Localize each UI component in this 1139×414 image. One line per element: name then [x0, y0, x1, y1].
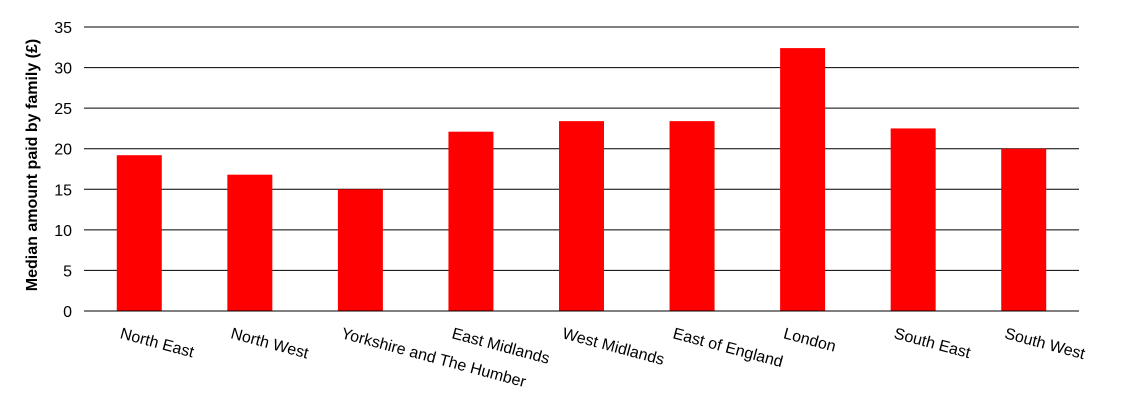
- bars: [116, 48, 1047, 312]
- bar-north-west: [227, 174, 273, 311]
- bar-west-midlands: [559, 121, 604, 311]
- y-tick-label: 35: [54, 20, 72, 37]
- x-category-label: North East: [118, 325, 196, 361]
- y-tick-label: 5: [63, 263, 72, 280]
- x-category-label: South East: [892, 325, 973, 362]
- bar-north-east: [116, 155, 162, 311]
- x-category-label: East of England: [671, 325, 785, 371]
- y-tick-label: 25: [54, 101, 72, 118]
- x-category-label: Yorkshire and The Humber: [339, 325, 528, 391]
- y-tick-label: 30: [54, 61, 72, 78]
- y-axis-label: Median amount paid by family (£): [24, 39, 41, 291]
- x-category-label: South West: [1003, 325, 1088, 363]
- bar-yorkshire-and-the-humber: [337, 189, 383, 311]
- y-axis-tick-labels: 0 5 10 15 20 25 30 35: [54, 20, 72, 321]
- x-category-label: West Midlands: [560, 325, 665, 369]
- x-category-label: London: [782, 325, 838, 355]
- bar-london: [780, 48, 826, 312]
- bar-east-of-england: [669, 121, 715, 311]
- bar-south-west: [1001, 148, 1047, 311]
- x-category-label: North West: [229, 325, 311, 362]
- y-tick-label: 15: [54, 182, 72, 199]
- x-axis-category-labels: North East North West Yorkshire and The Hu…: [118, 325, 1087, 391]
- bar-south-east: [890, 128, 936, 311]
- y-tick-label: 0: [63, 304, 72, 321]
- bar-east-midlands: [448, 131, 494, 311]
- y-tick-label: 20: [54, 142, 72, 159]
- y-tick-label: 10: [54, 223, 72, 240]
